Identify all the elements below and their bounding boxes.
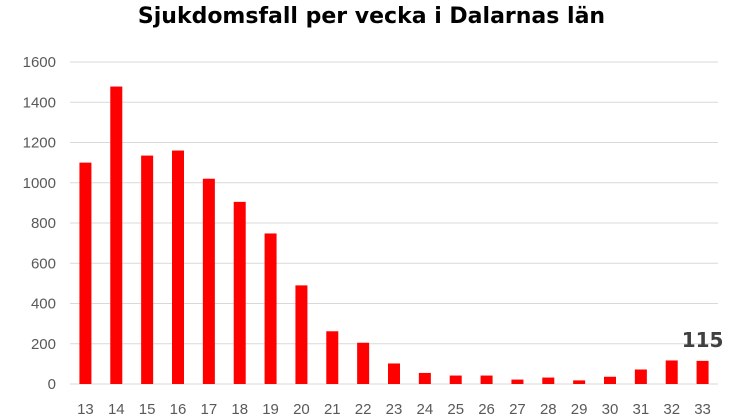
x-tick-label: 18 bbox=[231, 401, 248, 417]
x-tick-label: 23 bbox=[386, 401, 403, 417]
x-tick-label: 19 bbox=[262, 401, 279, 417]
bar-week-20 bbox=[295, 285, 308, 384]
bar-week-29 bbox=[573, 380, 586, 384]
bar-week-23 bbox=[388, 363, 400, 384]
bar-week-26 bbox=[480, 375, 493, 384]
y-tick-label: 1600 bbox=[23, 54, 56, 71]
x-tick-label: 13 bbox=[77, 401, 94, 417]
x-tick-label: 21 bbox=[324, 401, 341, 417]
bar-week-22 bbox=[357, 342, 370, 384]
bar-week-28 bbox=[542, 377, 555, 384]
y-tick-label: 200 bbox=[31, 336, 56, 353]
y-tick-label: 400 bbox=[31, 296, 56, 313]
gridlines bbox=[70, 61, 718, 385]
x-tick-label: 33 bbox=[694, 401, 711, 417]
bar-week-15 bbox=[141, 155, 154, 384]
bar-week-33 bbox=[696, 360, 709, 384]
y-tick-label: 800 bbox=[31, 215, 56, 232]
x-tick-label: 20 bbox=[293, 401, 310, 417]
x-tick-label: 25 bbox=[447, 401, 464, 417]
bar-week-17 bbox=[202, 178, 215, 384]
bar-week-21 bbox=[326, 331, 339, 384]
x-tick-label: 14 bbox=[108, 401, 125, 417]
y-tick-label: 1200 bbox=[23, 135, 56, 152]
bars bbox=[79, 86, 709, 385]
chart-title: Sjukdomsfall per vecka i Dalarnas län bbox=[137, 4, 606, 29]
bar-week-27 bbox=[511, 379, 524, 384]
bar-week-16 bbox=[172, 150, 184, 384]
bar-week-25 bbox=[449, 375, 462, 384]
annotations: 115 bbox=[682, 328, 724, 352]
x-tick-label: 27 bbox=[509, 401, 526, 417]
bar-week-30 bbox=[604, 376, 616, 384]
bar-week-14 bbox=[110, 86, 123, 385]
data-label-week-33: 115 bbox=[682, 328, 724, 352]
bar-week-32 bbox=[665, 360, 678, 384]
x-tick-label: 17 bbox=[201, 401, 218, 417]
y-axis-labels: 0 200 400 600 800 1000 1200 1400 1600 bbox=[23, 54, 56, 393]
x-tick-label: 22 bbox=[355, 401, 372, 417]
bar-week-24 bbox=[418, 372, 431, 384]
x-tick-label: 15 bbox=[139, 401, 156, 417]
bar-week-18 bbox=[233, 201, 246, 384]
x-tick-label: 32 bbox=[663, 401, 680, 417]
x-axis-labels: 13 14 15 16 17 18 19 20 21 22 23 24 25 26 27 28 29 30 31 32… bbox=[77, 401, 711, 417]
y-tick-label: 1400 bbox=[23, 94, 56, 111]
x-tick-label: 28 bbox=[540, 401, 557, 417]
x-tick-label: 16 bbox=[170, 401, 187, 417]
x-tick-label: 29 bbox=[571, 401, 588, 417]
x-tick-label: 24 bbox=[417, 401, 434, 417]
bar-week-31 bbox=[634, 369, 647, 384]
x-tick-label: 26 bbox=[478, 401, 495, 417]
y-tick-label: 0 bbox=[48, 376, 56, 393]
x-tick-label: 30 bbox=[602, 401, 619, 417]
bar-week-19 bbox=[264, 233, 277, 384]
y-tick-label: 600 bbox=[31, 255, 56, 272]
x-tick-label: 31 bbox=[633, 401, 650, 417]
bar-week-13 bbox=[79, 162, 92, 384]
y-tick-label: 1000 bbox=[23, 175, 56, 192]
